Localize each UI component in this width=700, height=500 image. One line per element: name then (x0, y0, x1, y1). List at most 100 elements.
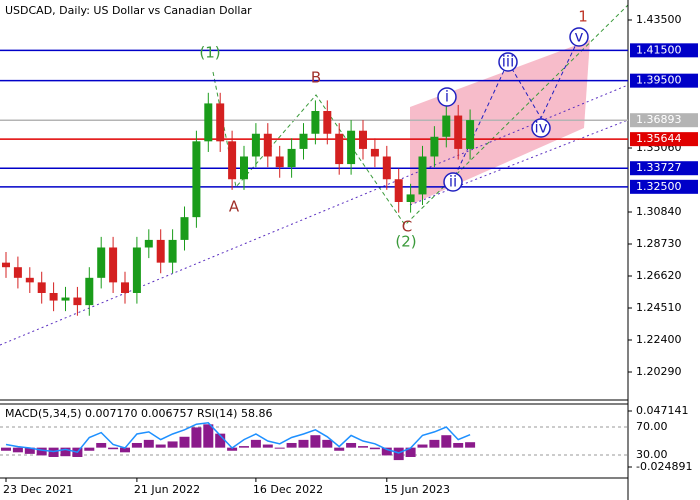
macd-bar (334, 447, 345, 451)
wave-label: i (445, 88, 449, 106)
wave-circle (569, 27, 589, 47)
level-label-box (630, 73, 698, 88)
macd-bar (24, 447, 35, 454)
candle-body (132, 247, 141, 293)
candle-body (370, 148, 379, 157)
wave-label: ii (449, 173, 457, 191)
rsi-line (5, 422, 471, 454)
macd-bar (298, 439, 309, 448)
y-tick-label: 1.26620 (636, 269, 682, 282)
macd-bar (453, 442, 464, 448)
macd-bar (36, 447, 47, 456)
candle-body (61, 297, 70, 301)
level-label-box (630, 113, 698, 128)
macd-bar (310, 435, 321, 448)
macd-bar (143, 439, 154, 448)
wave-label: B (311, 69, 321, 87)
level-label-box (630, 161, 698, 176)
macd-bar (215, 433, 226, 448)
macd-bar (286, 442, 297, 448)
level-label: 1.35644 (636, 132, 682, 145)
y-tick-label: 1.30840 (636, 205, 682, 218)
candle-body (430, 136, 439, 157)
chart-title: USDCAD, Daily: US Dollar vs Canadian Dol… (5, 4, 252, 17)
wave-label: A (229, 198, 240, 216)
macd-bar (346, 442, 357, 448)
macd-bar (167, 441, 178, 448)
wave-label: v (575, 28, 584, 46)
wave-label: (2) (395, 233, 416, 251)
macd-bar (96, 442, 107, 448)
rsi-tick-label: 30.00 (636, 448, 668, 461)
candle-body (192, 141, 201, 218)
candle-body (168, 239, 177, 263)
indicator-label: MACD(5,34,5) 0.007170 0.006757 RSI(14) 5… (5, 407, 272, 420)
macd-bar (227, 447, 238, 451)
candle-body (121, 282, 129, 293)
y-tick-label: 1.24510 (636, 301, 682, 314)
candle-body (359, 130, 367, 149)
x-tick-label: 23 Dec 2021 (3, 483, 73, 496)
candle-body (251, 133, 260, 157)
macd-bar (465, 442, 476, 448)
trend-line (409, 119, 629, 206)
candle-body (263, 133, 272, 157)
macd-bar (203, 424, 214, 448)
macd-bar (12, 447, 23, 453)
candle-body (156, 239, 165, 263)
level-label: 1.33727 (636, 161, 682, 174)
macd-bar (358, 446, 368, 448)
macd-tick-label: -0.024891 (636, 460, 692, 473)
candle-body (394, 179, 403, 202)
candle-body (228, 141, 237, 180)
wave-label: iv (534, 119, 547, 137)
macd-bar (441, 435, 452, 448)
macd-bar (191, 427, 202, 448)
level-label-box (630, 132, 698, 147)
macd-bar (131, 442, 142, 448)
candle-body (335, 133, 344, 165)
candle-body (37, 282, 46, 293)
wave-circle (437, 87, 457, 107)
candle-body (73, 297, 82, 306)
candle-body (204, 103, 213, 142)
candle-body (275, 156, 284, 168)
wave-label: iii (502, 53, 515, 71)
y-tick-label: 1.28730 (636, 237, 682, 250)
macd-bar (322, 439, 333, 448)
macd-bar (1, 447, 11, 451)
candle-body (49, 292, 58, 301)
wave-label: C (402, 218, 412, 236)
candle-body (418, 156, 427, 195)
macd-bar (108, 447, 119, 450)
candle-body (347, 130, 356, 165)
candle-body (311, 110, 320, 134)
level-label-box (630, 43, 698, 58)
level-label: 1.41500 (636, 43, 682, 56)
wave-circle (498, 52, 518, 72)
macd-bar (369, 447, 380, 450)
x-tick-label: 16 Dec 2022 (253, 483, 323, 496)
candle-body (442, 115, 451, 137)
y-tick-label: 1.22400 (636, 333, 682, 346)
candle-body (109, 247, 118, 283)
x-tick-label: 21 Jun 2022 (134, 483, 200, 496)
macd-bar (155, 444, 166, 448)
candle-body (2, 262, 10, 268)
candle-body (299, 133, 308, 149)
level-label: 1.39500 (636, 74, 682, 87)
macd-bar (393, 447, 404, 461)
candle-body (382, 156, 391, 180)
macd-bar (405, 447, 416, 457)
candle-body (466, 120, 475, 149)
macd-bar (250, 439, 261, 448)
trend-line (0, 84, 629, 346)
candle-body (180, 217, 189, 240)
wave-circle (443, 172, 463, 192)
candle-body (144, 239, 153, 248)
candle-body (216, 103, 225, 142)
candle-body (97, 247, 106, 278)
macd-bar (48, 447, 59, 457)
macd-bar (60, 447, 71, 457)
